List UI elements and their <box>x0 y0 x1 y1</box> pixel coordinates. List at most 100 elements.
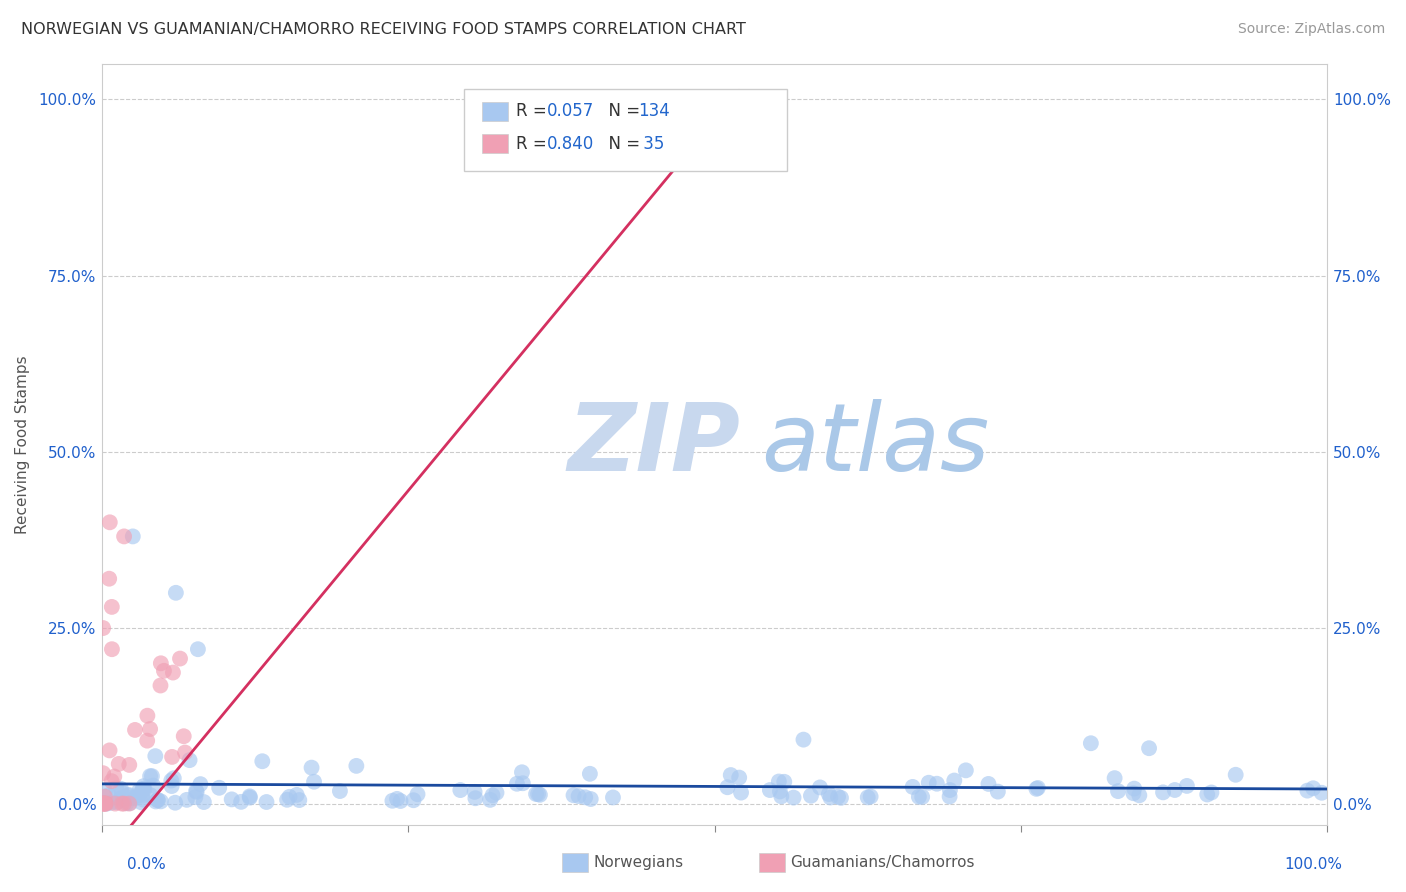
Point <box>901 780 924 794</box>
Point <box>128 788 150 802</box>
Point <box>506 777 529 791</box>
Point <box>818 787 841 801</box>
Point <box>94 797 117 811</box>
Point <box>141 769 163 783</box>
Point <box>112 529 135 543</box>
Point <box>187 642 209 657</box>
Point <box>149 657 172 671</box>
Point <box>769 784 792 798</box>
Point <box>908 789 931 804</box>
Point <box>129 796 152 810</box>
Point <box>782 790 804 805</box>
Point <box>103 770 125 784</box>
Point <box>176 793 198 807</box>
Point <box>1164 783 1187 797</box>
Point <box>562 789 585 803</box>
Point <box>939 783 962 797</box>
Point <box>91 621 114 635</box>
Point <box>229 795 252 809</box>
Point <box>131 789 153 803</box>
Text: Norwegians: Norwegians <box>593 855 683 870</box>
Point <box>820 790 842 805</box>
Point <box>256 795 278 809</box>
Point <box>165 796 187 810</box>
Point <box>389 794 412 808</box>
Point <box>1175 779 1198 793</box>
Point <box>1026 780 1049 795</box>
Point <box>464 791 486 805</box>
Point <box>1310 786 1333 800</box>
Point <box>1296 783 1319 797</box>
Point <box>524 787 547 801</box>
Point <box>720 768 742 782</box>
Text: Guamanians/Chamorros: Guamanians/Chamorros <box>790 855 974 870</box>
Point <box>134 782 156 797</box>
Point <box>792 732 814 747</box>
Point <box>527 787 550 801</box>
Point <box>768 774 790 789</box>
Text: R =: R = <box>516 103 553 120</box>
Point <box>1128 789 1150 803</box>
Point <box>1122 786 1144 800</box>
Text: 100.0%: 100.0% <box>1285 857 1343 872</box>
Point <box>911 789 934 804</box>
Point <box>485 786 508 800</box>
Point <box>104 797 127 811</box>
Point <box>190 777 212 791</box>
Point <box>94 784 117 798</box>
Point <box>112 791 135 805</box>
Point <box>153 664 176 678</box>
Point <box>1152 785 1174 799</box>
Point <box>302 774 325 789</box>
Point <box>132 792 155 806</box>
Point <box>808 780 831 795</box>
Point <box>239 789 262 804</box>
Point <box>512 776 534 790</box>
Text: Source: ZipAtlas.com: Source: ZipAtlas.com <box>1237 22 1385 37</box>
Point <box>856 790 879 805</box>
Point <box>93 797 115 811</box>
Point <box>98 788 121 802</box>
Point <box>110 791 132 805</box>
Point <box>329 784 352 798</box>
Point <box>162 665 184 680</box>
Point <box>1123 781 1146 796</box>
Point <box>118 797 141 811</box>
Point <box>759 783 782 797</box>
Point <box>385 792 408 806</box>
Point <box>770 789 793 804</box>
Point <box>169 651 191 665</box>
Point <box>111 786 134 800</box>
Point <box>479 793 502 807</box>
Point <box>943 773 966 788</box>
Y-axis label: Receiving Food Stamps: Receiving Food Stamps <box>15 355 30 534</box>
Point <box>91 797 114 811</box>
Point <box>139 722 162 736</box>
Point <box>925 777 948 791</box>
Point <box>120 791 142 805</box>
Point <box>955 764 977 778</box>
Point <box>136 708 159 723</box>
Point <box>91 766 114 780</box>
Point <box>149 794 172 808</box>
Point <box>165 586 187 600</box>
Point <box>118 796 141 810</box>
Point <box>91 797 114 811</box>
Point <box>1025 781 1047 796</box>
Point <box>96 797 118 811</box>
Point <box>252 754 274 768</box>
Text: 0.840: 0.840 <box>547 135 595 153</box>
Point <box>1107 784 1129 798</box>
Point <box>142 779 165 793</box>
Text: R =: R = <box>516 135 553 153</box>
Text: 35: 35 <box>638 135 665 153</box>
Point <box>179 753 201 767</box>
Point <box>602 790 624 805</box>
Point <box>381 794 404 808</box>
Point <box>285 788 308 802</box>
Point <box>1302 781 1324 796</box>
Text: ZIP: ZIP <box>568 399 741 491</box>
Point <box>239 790 262 805</box>
Point <box>111 797 134 811</box>
Point <box>579 792 602 806</box>
